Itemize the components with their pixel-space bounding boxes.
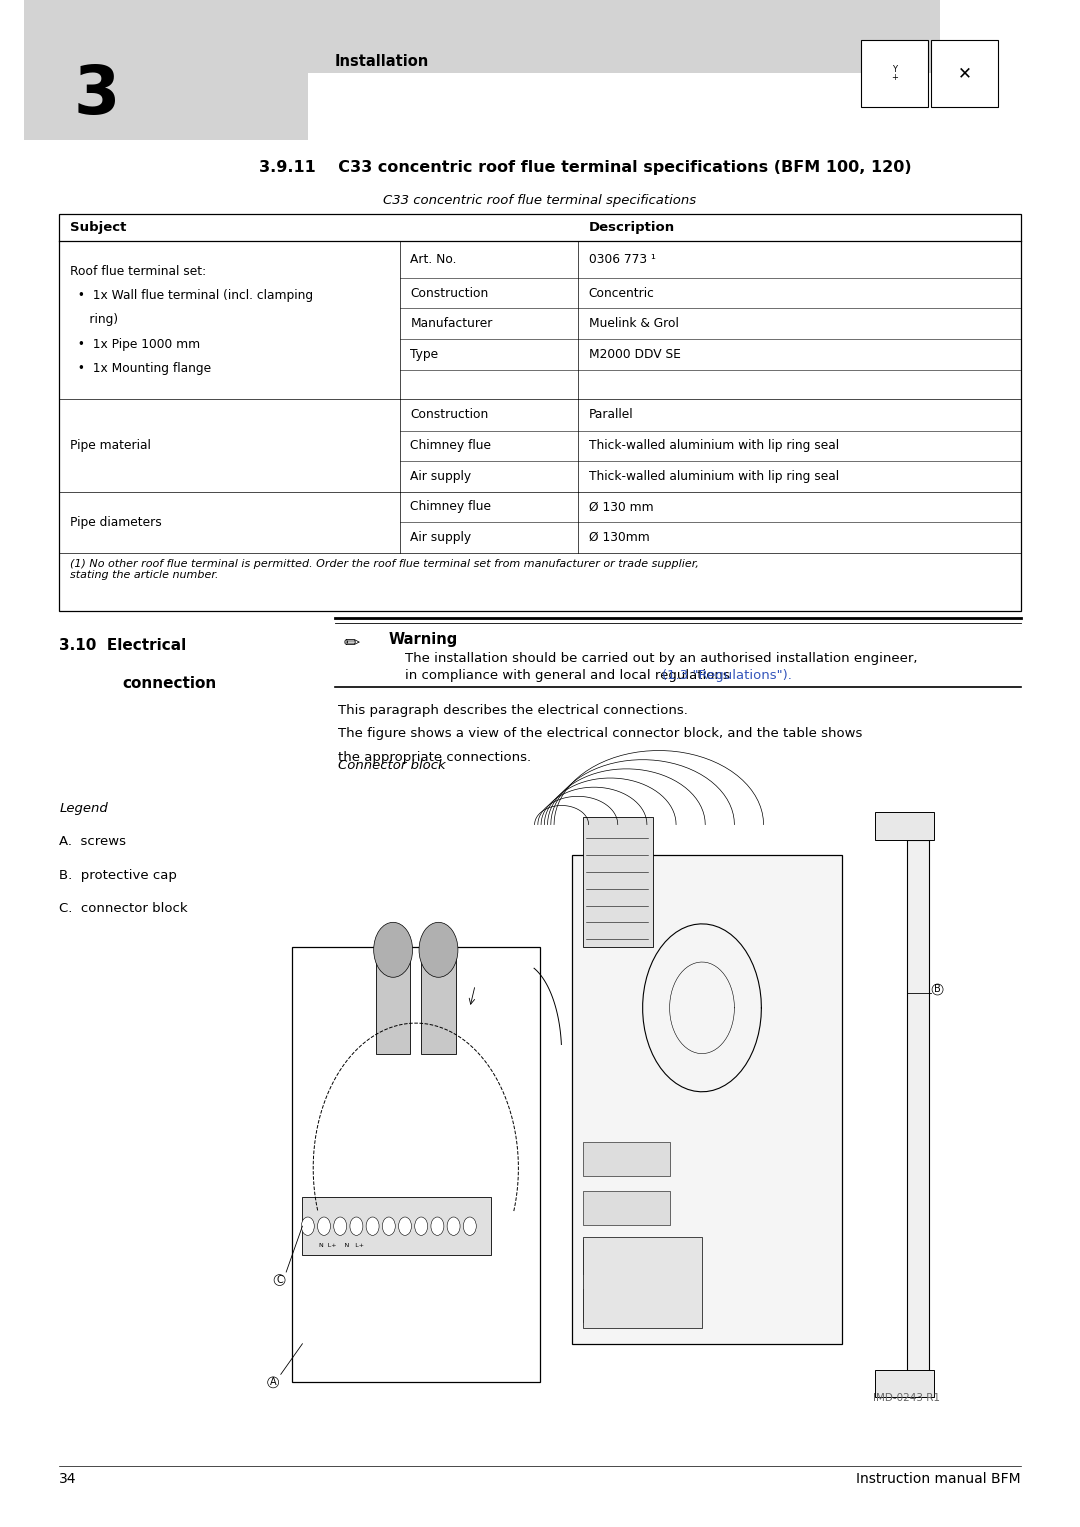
Bar — [583, 1240, 670, 1274]
Text: 3.10  Electrical: 3.10 Electrical — [59, 638, 187, 654]
Circle shape — [350, 1217, 363, 1235]
Bar — [583, 1289, 670, 1322]
Text: 0306 773 ¹: 0306 773 ¹ — [589, 253, 656, 266]
Text: •  1x Wall flue terminal (incl. clamping: • 1x Wall flue terminal (incl. clamping — [70, 289, 313, 302]
Bar — [583, 1142, 670, 1176]
Text: Thick-walled aluminium with lip ring seal: Thick-walled aluminium with lip ring sea… — [589, 440, 839, 452]
Bar — [583, 1191, 670, 1225]
Bar — [931, 40, 998, 107]
Text: (1.3 "Regulations").: (1.3 "Regulations"). — [662, 669, 792, 683]
Text: Description: Description — [589, 221, 675, 234]
Text: Legend: Legend — [59, 802, 108, 815]
Text: A.  screws: A. screws — [59, 835, 126, 849]
Text: The installation should be carried out by an authorised installation engineer,: The installation should be carried out b… — [405, 652, 918, 666]
Text: The figure shows a view of the electrical connector block, and the table shows: The figure shows a view of the electrica… — [338, 727, 863, 741]
Bar — [421, 954, 456, 1054]
Text: Thick-walled aluminium with lip ring seal: Thick-walled aluminium with lip ring sea… — [589, 470, 839, 483]
Text: Pipe material: Pipe material — [70, 438, 151, 452]
Bar — [376, 954, 410, 1054]
Circle shape — [318, 1217, 330, 1235]
Circle shape — [463, 1217, 476, 1235]
Text: C.  connector block: C. connector block — [59, 902, 188, 916]
Bar — [583, 817, 653, 947]
Text: Art. No.: Art. No. — [410, 253, 457, 266]
Text: 34: 34 — [59, 1472, 77, 1486]
Text: connection: connection — [122, 676, 216, 692]
Bar — [583, 1237, 702, 1328]
Text: ✏: ✏ — [343, 634, 360, 652]
Bar — [292, 947, 540, 1382]
Bar — [572, 855, 842, 1344]
Bar — [24, 0, 940, 73]
Text: the appropriate connections.: the appropriate connections. — [338, 751, 531, 765]
Text: Warning: Warning — [389, 632, 458, 647]
Text: Muelink & Grol: Muelink & Grol — [589, 318, 678, 330]
Circle shape — [301, 1217, 314, 1235]
Text: Concentric: Concentric — [589, 287, 654, 299]
Text: ring): ring) — [70, 313, 119, 327]
Circle shape — [431, 1217, 444, 1235]
Text: Manufacturer: Manufacturer — [410, 318, 492, 330]
Text: Parallel: Parallel — [589, 408, 633, 421]
Text: B: B — [934, 985, 941, 994]
Text: Ø 130mm: Ø 130mm — [589, 531, 649, 544]
Circle shape — [382, 1217, 395, 1235]
Text: Ø 130 mm: Ø 130 mm — [589, 501, 653, 513]
Text: Chimney flue: Chimney flue — [410, 440, 491, 452]
Text: Instruction manual BFM: Instruction manual BFM — [856, 1472, 1021, 1486]
Text: 3: 3 — [73, 61, 120, 128]
Bar — [861, 40, 928, 107]
Text: N  L+    N   L+: N L+ N L+ — [319, 1243, 364, 1248]
Text: IMD-0243 R1: IMD-0243 R1 — [873, 1393, 940, 1403]
Text: Connector block: Connector block — [338, 759, 446, 773]
Circle shape — [415, 1217, 428, 1235]
Circle shape — [447, 1217, 460, 1235]
Text: Roof flue terminal set:: Roof flue terminal set: — [70, 264, 206, 278]
Text: Pipe diameters: Pipe diameters — [70, 516, 162, 528]
Text: Subject: Subject — [70, 221, 126, 234]
Text: Construction: Construction — [410, 408, 488, 421]
Text: M2000 DDV SE: M2000 DDV SE — [589, 348, 680, 360]
Text: (1) No other roof flue terminal is permitted. Order the roof flue terminal set f: (1) No other roof flue terminal is permi… — [70, 559, 699, 580]
Text: This paragraph describes the electrical connections.: This paragraph describes the electrical … — [338, 704, 688, 718]
Text: Chimney flue: Chimney flue — [410, 501, 491, 513]
Text: Construction: Construction — [410, 287, 488, 299]
Text: Installation: Installation — [335, 53, 429, 69]
Bar — [907, 840, 929, 1382]
Text: 3.9.11    C33 concentric roof flue terminal specifications (BFM 100, 120): 3.9.11 C33 concentric roof flue terminal… — [259, 160, 912, 176]
Circle shape — [374, 922, 413, 977]
Bar — [875, 1370, 934, 1397]
Bar — [24, 0, 308, 140]
Bar — [59, 214, 1021, 611]
Text: C: C — [276, 1275, 283, 1286]
Text: Type: Type — [410, 348, 438, 360]
Circle shape — [334, 1217, 347, 1235]
Text: •  1x Mounting flange: • 1x Mounting flange — [70, 362, 212, 376]
Text: A: A — [270, 1377, 276, 1388]
Text: in compliance with general and local regulations: in compliance with general and local reg… — [405, 669, 734, 683]
Circle shape — [366, 1217, 379, 1235]
Bar — [875, 812, 934, 840]
Bar — [302, 1197, 491, 1255]
Text: •  1x Pipe 1000 mm: • 1x Pipe 1000 mm — [70, 337, 200, 351]
Circle shape — [399, 1217, 411, 1235]
Text: C33 concentric roof flue terminal specifications: C33 concentric roof flue terminal specif… — [383, 194, 697, 208]
Text: Y
+: Y + — [891, 64, 897, 82]
Text: ✕: ✕ — [958, 64, 971, 82]
Text: B.  protective cap: B. protective cap — [59, 869, 177, 883]
Text: Air supply: Air supply — [410, 470, 472, 483]
Circle shape — [419, 922, 458, 977]
Text: Air supply: Air supply — [410, 531, 472, 544]
